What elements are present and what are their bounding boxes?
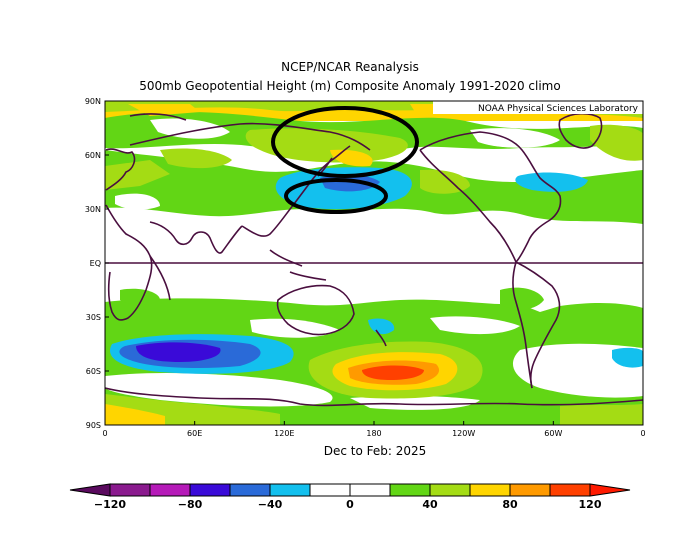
colorbar-tick-label: 80 [502,498,518,511]
colorbar-swatch [189,483,231,497]
highlight-ellipse-north [271,106,419,178]
lon-label: 120E [274,429,294,438]
lon-label: 60E [187,429,202,438]
colorbar-swatch [389,483,431,497]
colorbar-tick-label: 0 [346,498,354,511]
lat-label: 60S [86,367,101,376]
lat-label: 60N [85,151,101,160]
lon-label: 120W [452,429,475,438]
lon-label: 0 [102,429,107,438]
colorbar-tick-label: −80 [178,498,203,511]
highlight-ellipse-south [284,178,388,214]
lat-label: 90S [86,421,101,430]
colorbar-swatch [229,483,271,497]
credit-label: NOAA Physical Sciences Laboratory [478,104,639,114]
colorbar-tick-label: 40 [422,498,438,511]
colorbar: −120 −80 −40 0 40 80 120 [69,483,631,511]
east-na-low [515,172,588,192]
colorbar-swatch [269,483,311,497]
latitude-axis: 90N 60N 30N EQ 30S 60S 90S [85,97,109,430]
colorbar-tick-label: −120 [94,498,127,511]
lon-label: 180 [366,429,381,438]
lat-label: 90N [85,97,101,106]
longitude-axis: 0 60E 120E 180 120W 60W 0 [102,421,646,438]
colorbar-swatch [549,483,591,497]
lat-label: 30S [86,313,101,322]
colorbar-tick-label: −40 [258,498,283,511]
colorbar-swatch [429,483,471,497]
lat-label: 30N [85,205,101,214]
anomaly-fields [105,101,643,425]
colorbar-swatch [469,483,511,497]
colorbar-tick-label: 120 [579,498,602,511]
period-label: Dec to Feb: 2025 [323,444,427,458]
lon-label: 0 [640,429,645,438]
colorbar-swatch [349,483,391,497]
colorbar-max-arrow [589,483,631,497]
colorbar-swatch [509,483,551,497]
pacific-high [245,128,408,163]
title-line-1: NCEP/NCAR Reanalysis [281,60,419,74]
colorbar-swatch [109,483,151,497]
title-line-2: 500mb Geopotential Height (m) Composite … [139,79,561,93]
colorbar-swatch [149,483,191,497]
colorbar-min-arrow [69,483,111,497]
colorbar-swatch [309,483,351,497]
lat-label: EQ [90,259,101,268]
lon-label: 60W [544,429,562,438]
